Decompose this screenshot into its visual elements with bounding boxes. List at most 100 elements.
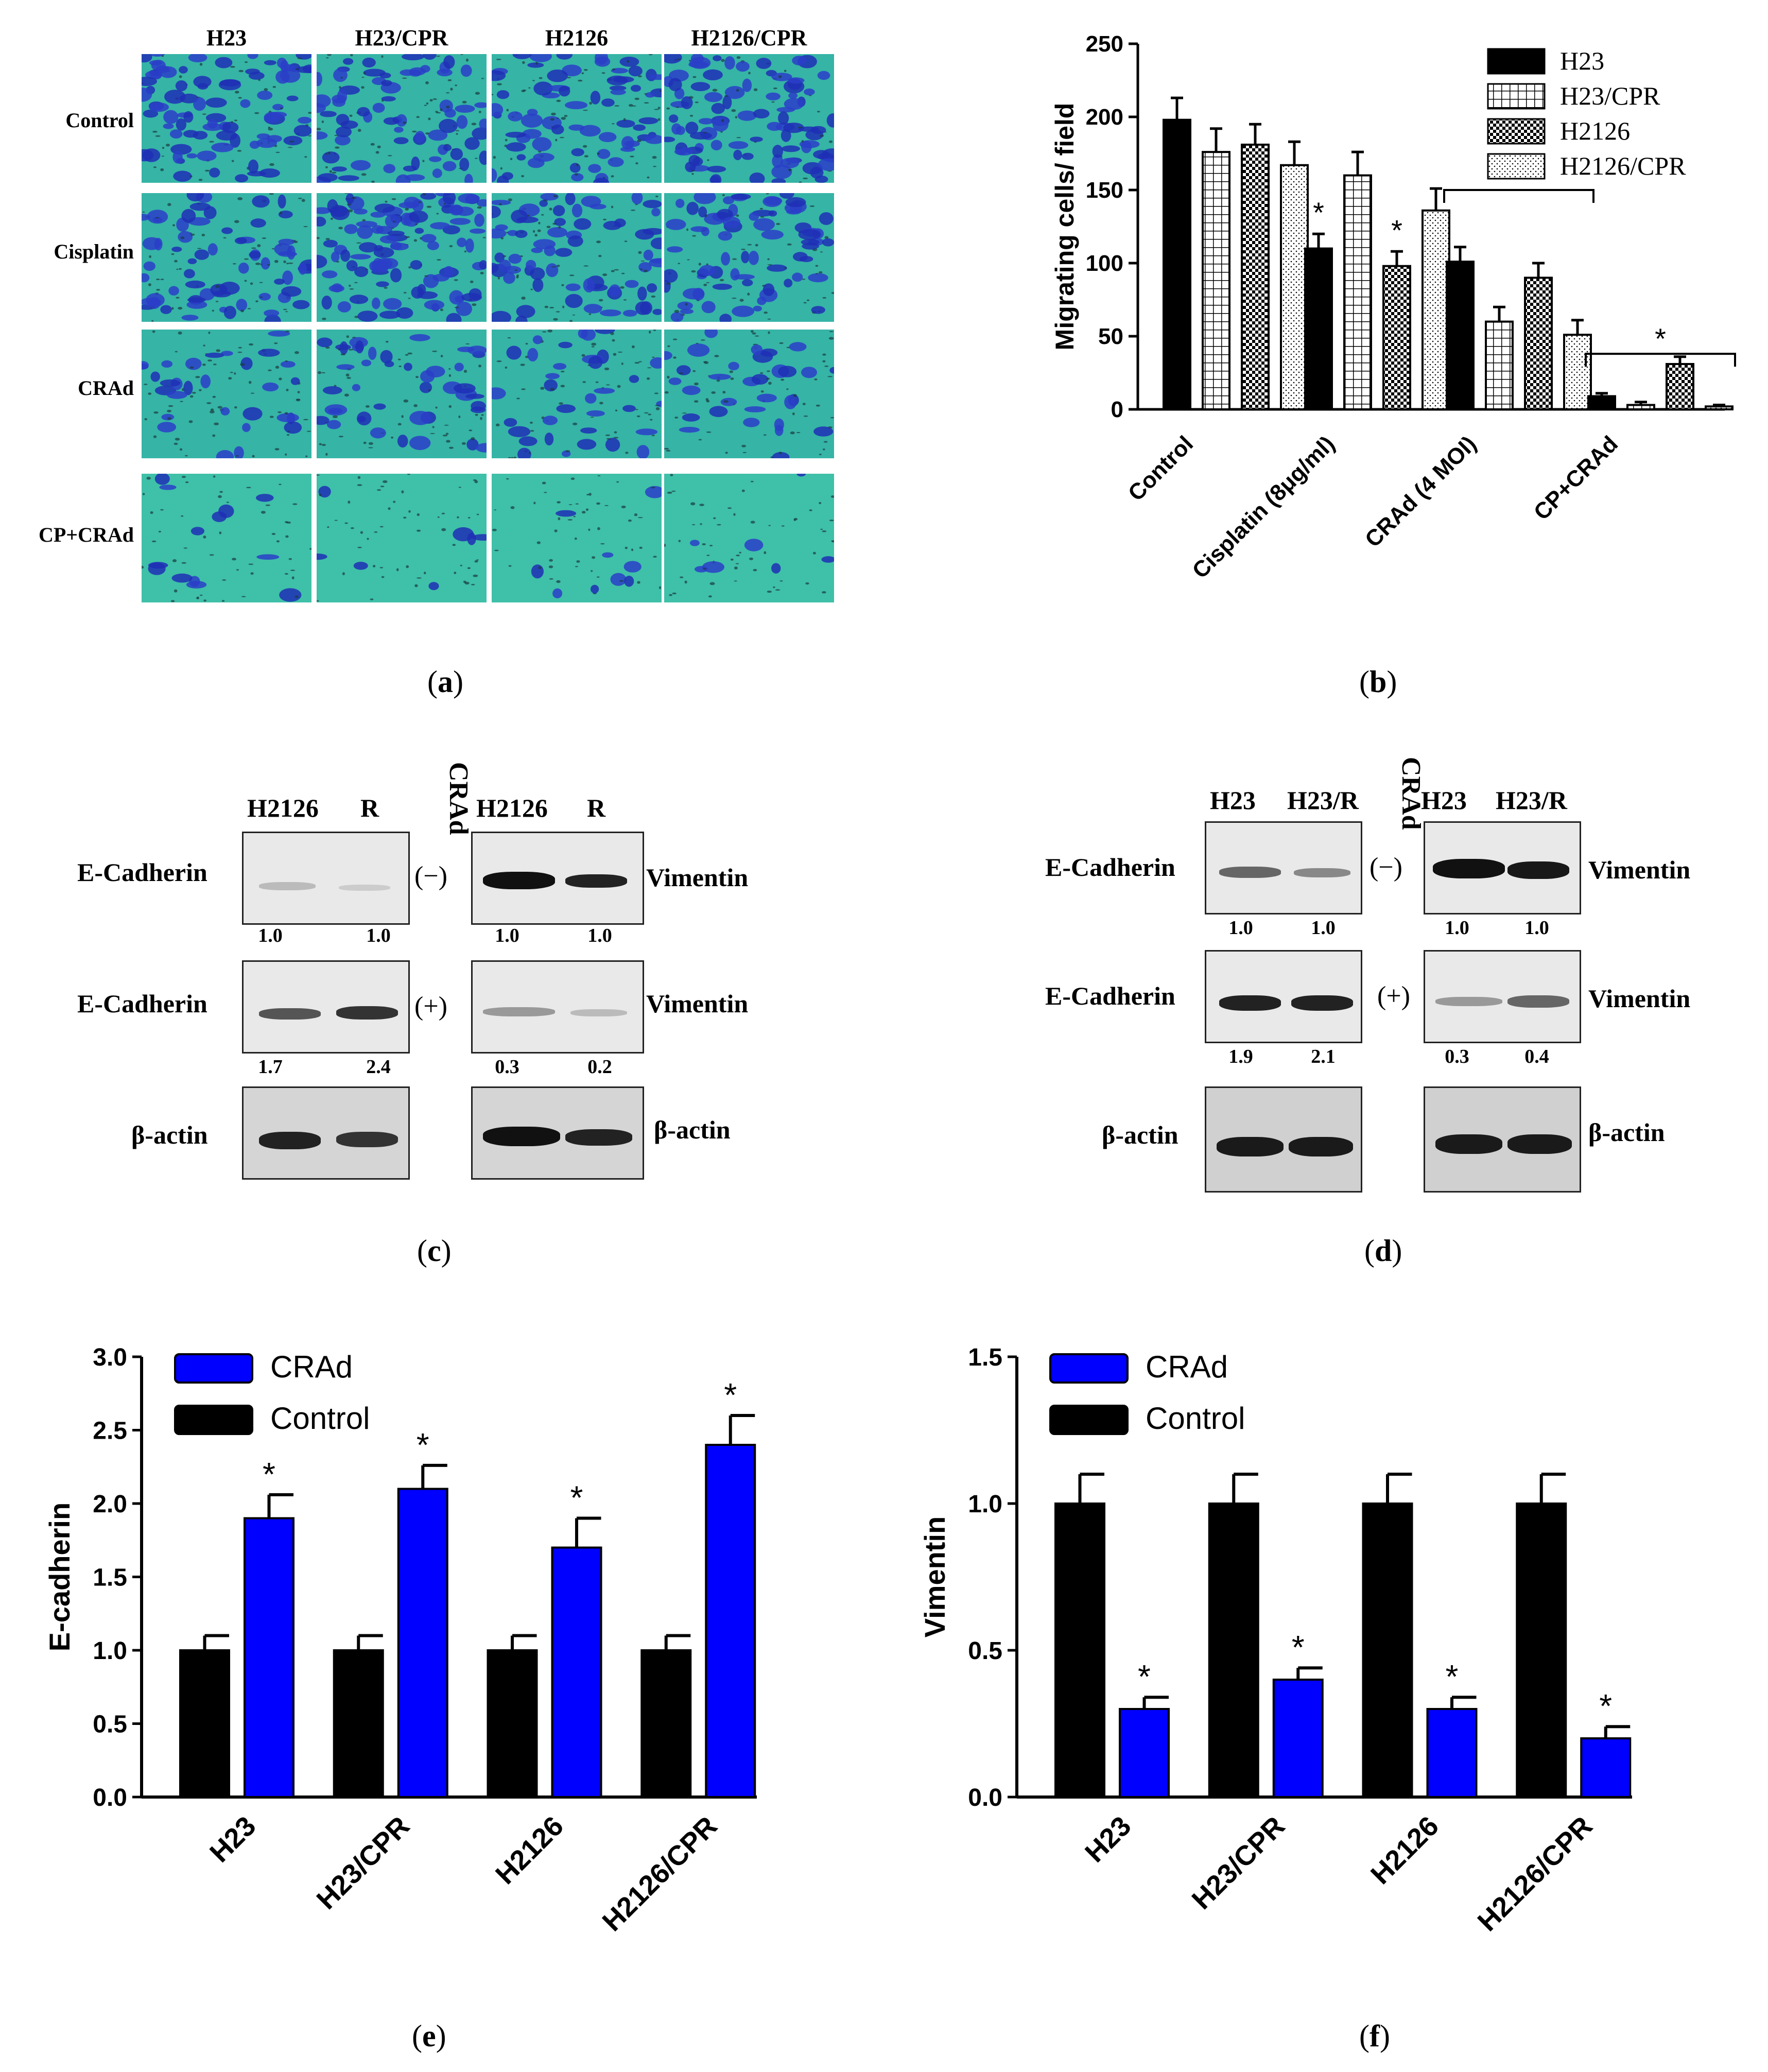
band bbox=[1291, 995, 1353, 1011]
x-tick-label: H23/CPR bbox=[311, 1810, 416, 1915]
vimentin-label-d2: Vimentin bbox=[1588, 984, 1691, 1013]
lane-h23r-left: H23/R bbox=[1287, 786, 1359, 815]
lane-h23-left: H23 bbox=[1210, 786, 1256, 815]
beta-actin-label-c-right: β-actin bbox=[654, 1115, 731, 1144]
bar bbox=[1241, 143, 1270, 410]
bar bbox=[1208, 1503, 1259, 1798]
significance-star: * bbox=[1655, 322, 1666, 355]
lane-h2126-left: H2126 bbox=[247, 793, 319, 822]
e-cadherin-label-1: E-Cadherin bbox=[77, 858, 207, 887]
micrograph-tile bbox=[664, 193, 834, 322]
micrograph-tile bbox=[317, 193, 487, 322]
bar bbox=[1382, 265, 1411, 410]
label-b: (b) bbox=[1359, 665, 1397, 699]
q-value: 2.4 bbox=[366, 1056, 391, 1078]
band bbox=[1294, 868, 1350, 877]
col-header-2: H23/CPR bbox=[355, 25, 448, 50]
band bbox=[565, 874, 627, 888]
q-value: 1.0 bbox=[1445, 917, 1469, 939]
x-tick-label: H23 bbox=[204, 1810, 262, 1868]
bar bbox=[1304, 247, 1333, 410]
panel-f: 0.0 0.5 1.0 1.5 Vimentin * H23 * H23/CPR * H2126 * H… bbox=[875, 1318, 1768, 2072]
significance-star: * bbox=[1391, 214, 1402, 246]
bar bbox=[1422, 209, 1450, 410]
significance-star: * bbox=[1292, 1629, 1305, 1666]
band bbox=[1507, 861, 1569, 879]
chart-f: 0.0 0.5 1.0 1.5 Vimentin * H23 * H23/CPR * H2126 * H… bbox=[918, 1344, 1632, 1937]
beta-actin-label-d-right: β-actin bbox=[1588, 1118, 1665, 1147]
micrograph-tile bbox=[492, 54, 662, 183]
panel-e: 0.0 0.5 1.0 1.5 2.0 2.5 3.0 E-cadherin * H23 * H23/… bbox=[0, 1318, 875, 2072]
crad-plus-d: (+) bbox=[1377, 981, 1410, 1011]
bar bbox=[1587, 395, 1616, 411]
label-e: (e) bbox=[412, 2019, 446, 2053]
blot-beta-actin-c-right bbox=[471, 1086, 644, 1180]
micrograph-tile bbox=[142, 330, 311, 458]
bar bbox=[1054, 1503, 1105, 1798]
chart-e: 0.0 0.5 1.0 1.5 2.0 2.5 3.0 E-cadherin * H23 * H23/… bbox=[43, 1344, 757, 1937]
bar bbox=[1666, 362, 1694, 411]
blot-e-cadherin-minus bbox=[242, 832, 410, 925]
band bbox=[1507, 995, 1569, 1008]
band bbox=[1289, 1137, 1353, 1156]
bar bbox=[1626, 404, 1655, 410]
q-value: 1.0 bbox=[1524, 917, 1549, 939]
bar bbox=[1163, 118, 1191, 410]
bar bbox=[1272, 1679, 1324, 1798]
label-d: (d) bbox=[1364, 1234, 1402, 1268]
label-c: (c) bbox=[417, 1234, 452, 1268]
bar bbox=[1705, 405, 1734, 411]
legend-label: H23 bbox=[1560, 46, 1604, 75]
bar bbox=[179, 1649, 230, 1798]
q-value: 0.3 bbox=[1445, 1046, 1469, 1067]
y-tick-label: 0 bbox=[1111, 397, 1123, 422]
significance-star: * bbox=[1446, 1658, 1459, 1695]
band bbox=[1219, 995, 1281, 1011]
chart-b: 0 50 100 150 200 250 Migrating cells/ field Con… bbox=[1050, 31, 1736, 583]
y-axis-label: Vimentin bbox=[918, 1516, 951, 1637]
y-tick-label: 0.5 bbox=[968, 1637, 1002, 1665]
label-f: (f) bbox=[1359, 2019, 1390, 2053]
band bbox=[565, 1129, 632, 1146]
crad-plus-c: (+) bbox=[414, 992, 447, 1021]
x-tick-label: H23/CPR bbox=[1186, 1810, 1291, 1915]
vimentin-label-1: Vimentin bbox=[646, 863, 749, 892]
bar bbox=[1485, 320, 1514, 410]
micrograph-tile bbox=[664, 474, 834, 602]
legend-label: H23/CPR bbox=[1560, 81, 1660, 110]
bar bbox=[640, 1649, 692, 1798]
y-tick-label: 0.0 bbox=[93, 1784, 127, 1811]
beta-actin-label-d-left: β-actin bbox=[1102, 1120, 1178, 1149]
row-label-cp-crad: CP+CRAd bbox=[38, 523, 134, 546]
lane-h23r-right: H23/R bbox=[1496, 786, 1567, 815]
micrograph-tile bbox=[317, 474, 487, 602]
legend-swatch bbox=[1487, 83, 1546, 110]
blot-vimentin-plus bbox=[471, 960, 644, 1054]
legend-label: H2126/CPR bbox=[1560, 151, 1686, 180]
band bbox=[259, 1132, 321, 1149]
bar bbox=[705, 1444, 756, 1798]
bar bbox=[1426, 1708, 1478, 1798]
micrograph-tile bbox=[142, 54, 311, 183]
row-label-control: Control bbox=[65, 109, 134, 132]
blot-e-cadherin-minus-d bbox=[1205, 821, 1362, 914]
micrograph-tile bbox=[664, 54, 834, 183]
y-tick-label: 3.0 bbox=[93, 1344, 127, 1371]
bar bbox=[487, 1649, 538, 1798]
band bbox=[483, 1007, 555, 1016]
legend-label: Control bbox=[1146, 1401, 1245, 1436]
x-tick-label: Control bbox=[1123, 431, 1198, 506]
micrograph-tile bbox=[142, 474, 311, 602]
blot-beta-actin-d-left bbox=[1205, 1086, 1362, 1193]
significance-star: * bbox=[1313, 196, 1324, 229]
bar bbox=[1202, 151, 1230, 410]
e-cadherin-label-2: E-Cadherin bbox=[77, 989, 207, 1018]
legend-swatch bbox=[174, 1353, 253, 1384]
label-a: (a) bbox=[427, 665, 463, 699]
bar bbox=[551, 1546, 602, 1798]
y-tick-label: 200 bbox=[1086, 105, 1123, 130]
x-tick-label: CRAd (4 MOI) bbox=[1360, 431, 1481, 552]
bar bbox=[1343, 174, 1372, 410]
q-value: 2.1 bbox=[1311, 1046, 1336, 1067]
band bbox=[1219, 867, 1281, 878]
